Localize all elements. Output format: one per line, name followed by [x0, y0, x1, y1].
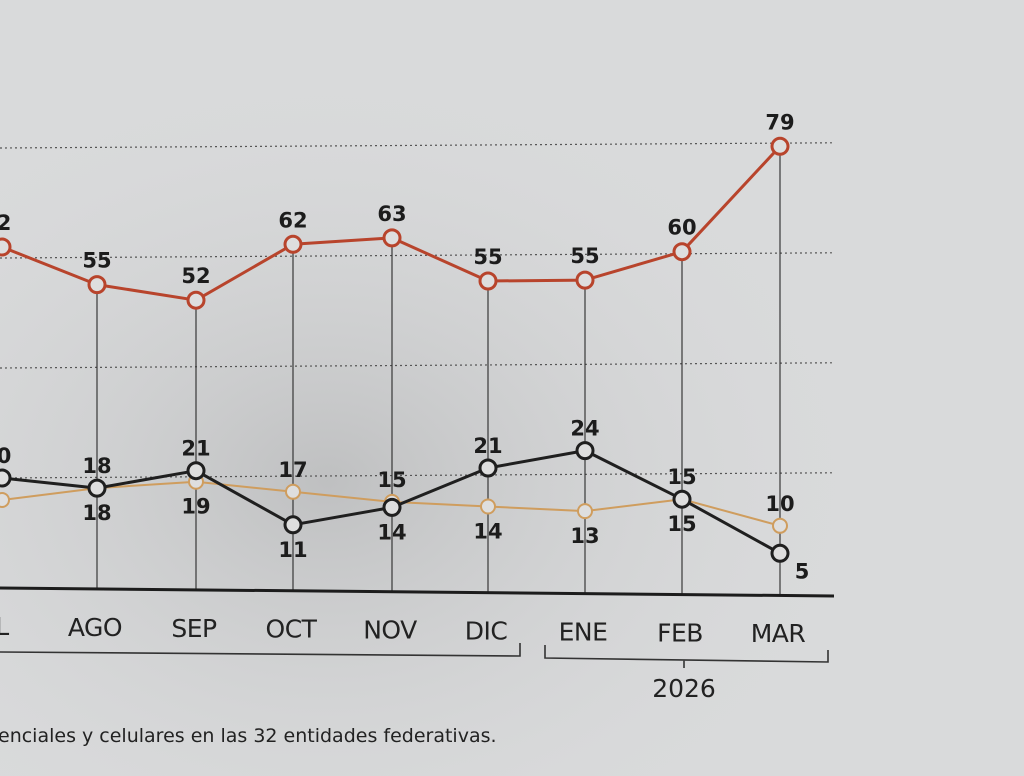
- x-tick-mar: MAR: [751, 619, 806, 648]
- x-tick-sep: SEP: [171, 614, 217, 643]
- data-label-black-ene: 24: [570, 417, 599, 441]
- point-red-oct: [283, 234, 303, 254]
- x-tick-dic: DIC: [465, 617, 508, 646]
- data-label-black-feb: 15: [667, 512, 696, 536]
- point-red-nov: [382, 228, 402, 248]
- gridlines: [0, 142, 833, 479]
- data-label-red-feb: 60: [667, 216, 696, 240]
- data-labels: 2 55 52 62 63 55 55 60 79 0 18 21 11 14 21 24 15 5 18 19 17 1…: [0, 110, 809, 583]
- footnote: enciales y celulares en las 32 entidades…: [0, 725, 497, 747]
- data-label-red-mar: 79: [765, 110, 794, 134]
- data-label-orange-mar: 10: [765, 492, 794, 516]
- data-label-orange-oct: 17: [278, 458, 307, 482]
- data-label-red-sep: 52: [181, 264, 210, 288]
- point-black-sep: [186, 461, 206, 481]
- gridline: [0, 362, 833, 369]
- data-label-black-nov: 14: [377, 520, 406, 544]
- point-black-feb: [672, 489, 692, 509]
- bracket-2025: [0, 643, 521, 657]
- point-red-ago: [87, 275, 107, 295]
- point-orange-mar: [772, 517, 788, 534]
- point-red-jul: [0, 237, 12, 257]
- x-tick-ene: ENE: [559, 617, 608, 646]
- x-axis-baseline: [0, 586, 835, 598]
- data-label-orange-sep: 19: [181, 495, 210, 519]
- data-label-orange-dic: 14: [473, 520, 502, 544]
- x-tick-ago: AGO: [68, 613, 122, 642]
- point-red-ene: [575, 270, 595, 290]
- x-tick-oct: OCT: [266, 615, 318, 644]
- point-orange-ene: [577, 503, 593, 520]
- x-tick-feb: FEB: [657, 618, 703, 647]
- point-black-nov: [382, 497, 402, 517]
- data-label-red-oct: 62: [278, 208, 307, 232]
- data-label-orange-nov: 15: [377, 468, 406, 492]
- point-red-feb: [672, 242, 692, 262]
- drop-lines: [96, 146, 781, 596]
- point-red-dic: [478, 271, 498, 291]
- data-label-red-dic: 55: [473, 245, 502, 269]
- data-label-red-ene: 55: [570, 244, 599, 268]
- point-black-jul: [0, 468, 12, 488]
- gridline: [0, 472, 833, 479]
- point-red-mar: [770, 136, 790, 156]
- data-label-black-mar: 5: [795, 559, 810, 583]
- data-label-red-ago: 55: [82, 249, 111, 273]
- data-label-orange-ago: 18: [82, 501, 111, 525]
- data-label-red-jul: 2: [0, 211, 11, 235]
- data-label-orange-feb: 15: [667, 465, 696, 489]
- point-black-dic: [478, 458, 498, 478]
- gridline: [0, 142, 833, 149]
- data-label-red-nov: 63: [377, 202, 406, 226]
- data-label-orange-ene: 13: [570, 524, 599, 548]
- data-label-black-sep: 21: [181, 437, 210, 461]
- x-tick-nov: NOV: [363, 616, 417, 645]
- year-label: 2026: [652, 674, 716, 703]
- x-ticks: L AGO SEP OCT NOV DIC ENE FEB MAR: [0, 612, 806, 648]
- point-orange-dic: [480, 498, 496, 515]
- point-red-sep: [186, 290, 206, 310]
- point-orange-jul: [0, 492, 10, 508]
- data-label-black-dic: 21: [473, 434, 502, 458]
- point-black-oct: [283, 515, 303, 535]
- point-black-ago: [87, 478, 107, 498]
- x-tick-jul: L: [0, 612, 9, 641]
- bracket-2026: [544, 645, 829, 668]
- series-group: [0, 136, 790, 563]
- point-black-mar: [770, 543, 790, 563]
- point-orange-oct: [285, 483, 301, 500]
- data-label-black-ago: 18: [82, 454, 111, 478]
- gridline: [0, 252, 833, 259]
- data-label-black-jul: 0: [0, 444, 11, 468]
- point-black-ene: [575, 441, 595, 461]
- data-label-black-oct: 11: [278, 538, 307, 562]
